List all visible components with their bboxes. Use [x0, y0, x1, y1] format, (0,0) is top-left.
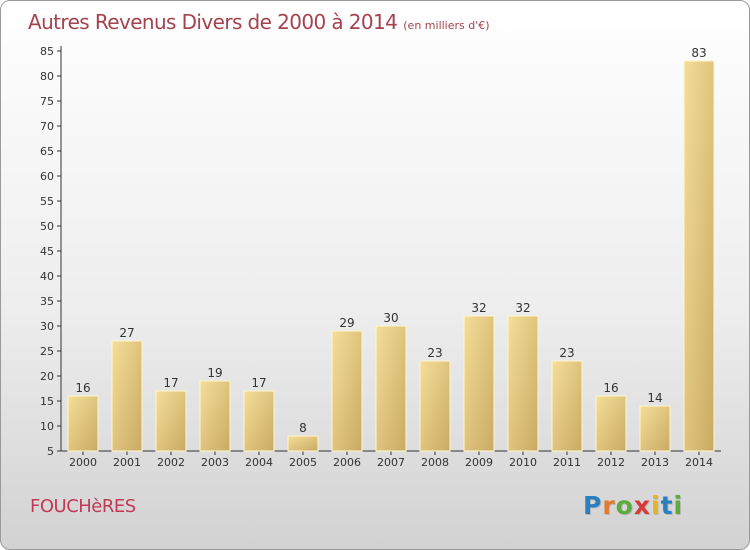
bar-value-label: 17 [163, 376, 178, 390]
bar-2010 [507, 315, 539, 452]
bar-value-label: 30 [383, 311, 398, 325]
bar-value-label: 32 [471, 301, 486, 315]
y-tick-label: 55 [40, 195, 54, 208]
bar-value-label: 27 [119, 326, 134, 340]
bar-2012 [595, 395, 627, 452]
bar-value-label: 16 [603, 381, 618, 395]
bar-value-label: 17 [251, 376, 266, 390]
logo-letter: x [633, 491, 651, 520]
bar-value-label: 19 [207, 366, 222, 380]
x-tick-label: 2010 [509, 456, 537, 469]
y-tick-label: 50 [40, 220, 54, 233]
x-tick-label: 2008 [421, 456, 449, 469]
y-tick-label: 5 [47, 445, 54, 458]
y-tick-label: 85 [40, 45, 54, 58]
x-tick-label: 2014 [685, 456, 713, 469]
x-tick-label: 2012 [597, 456, 625, 469]
bar-2000 [67, 395, 99, 452]
x-tick-label: 2011 [553, 456, 581, 469]
x-tick-label: 2009 [465, 456, 493, 469]
bar-value-label: 23 [427, 346, 442, 360]
y-tick-label: 75 [40, 95, 54, 108]
x-tick-label: 2013 [641, 456, 669, 469]
bar-value-label: 32 [515, 301, 530, 315]
bar-value-label: 14 [647, 391, 662, 405]
y-tick-label: 70 [40, 120, 54, 133]
bar-2003 [199, 380, 231, 452]
bar-value-label: 83 [691, 46, 706, 60]
logo-letter: i [651, 491, 661, 520]
y-tick-label: 30 [40, 320, 54, 333]
x-tick-label: 2002 [157, 456, 185, 469]
chart-axes: 5 10 15 20 25 30 35 40 45 50 55 60 65 70 75 80 85 2000 200… [40, 45, 721, 469]
logo-letter: o [615, 491, 634, 520]
x-tick-label: 2000 [69, 456, 97, 469]
x-tick-label: 2007 [377, 456, 405, 469]
chart-bars: 16 27 17 19 17 8 29 30 23 32 32 23 16 14 83 [67, 46, 715, 452]
bar-2007 [375, 325, 407, 452]
x-tick-label: 2004 [245, 456, 273, 469]
chart-subtitle: (en milliers d'€) [403, 19, 490, 32]
y-tick-label: 20 [40, 370, 54, 383]
y-tick-label: 45 [40, 245, 54, 258]
x-tick-label: 2003 [201, 456, 229, 469]
logo-letter: r [602, 491, 616, 520]
bar-value-label: 23 [559, 346, 574, 360]
bar-2002 [155, 390, 187, 452]
x-tick-label: 2006 [333, 456, 361, 469]
y-tick-label: 35 [40, 295, 54, 308]
chart-title: Autres Revenus Divers de 2000 à 2014 (en … [28, 10, 490, 34]
logo-letter: i [673, 491, 684, 520]
bar-2011 [551, 360, 583, 452]
bar-2006 [331, 330, 363, 452]
x-tick-label: 2001 [113, 456, 141, 469]
y-tick-label: 25 [40, 345, 54, 358]
bar-value-label: 16 [75, 381, 90, 395]
bar-2001 [111, 340, 143, 452]
y-tick-label: 10 [40, 420, 54, 433]
bar-2014 [683, 60, 715, 452]
y-tick-label: 40 [40, 270, 54, 283]
bar-2008 [419, 360, 451, 452]
proxiti-logo: Proxiti [583, 491, 683, 520]
bar-2004 [243, 390, 275, 452]
y-tick-label: 80 [40, 70, 54, 83]
logo-letter: t [660, 491, 674, 520]
place-name: FOUCHèRES [30, 496, 136, 517]
bar-2005 [287, 435, 319, 452]
chart-title-text: Autres Revenus Divers de 2000 à 2014 [28, 10, 398, 34]
bar-value-label: 8 [299, 421, 307, 435]
y-tick-label: 65 [40, 145, 54, 158]
y-tick-label: 60 [40, 170, 54, 183]
y-tick-label: 15 [40, 395, 54, 408]
logo-letter: P [583, 491, 603, 520]
bar-2013 [639, 405, 671, 452]
x-tick-label: 2005 [289, 456, 317, 469]
bar-2009 [463, 315, 495, 452]
bar-value-label: 29 [339, 316, 354, 330]
